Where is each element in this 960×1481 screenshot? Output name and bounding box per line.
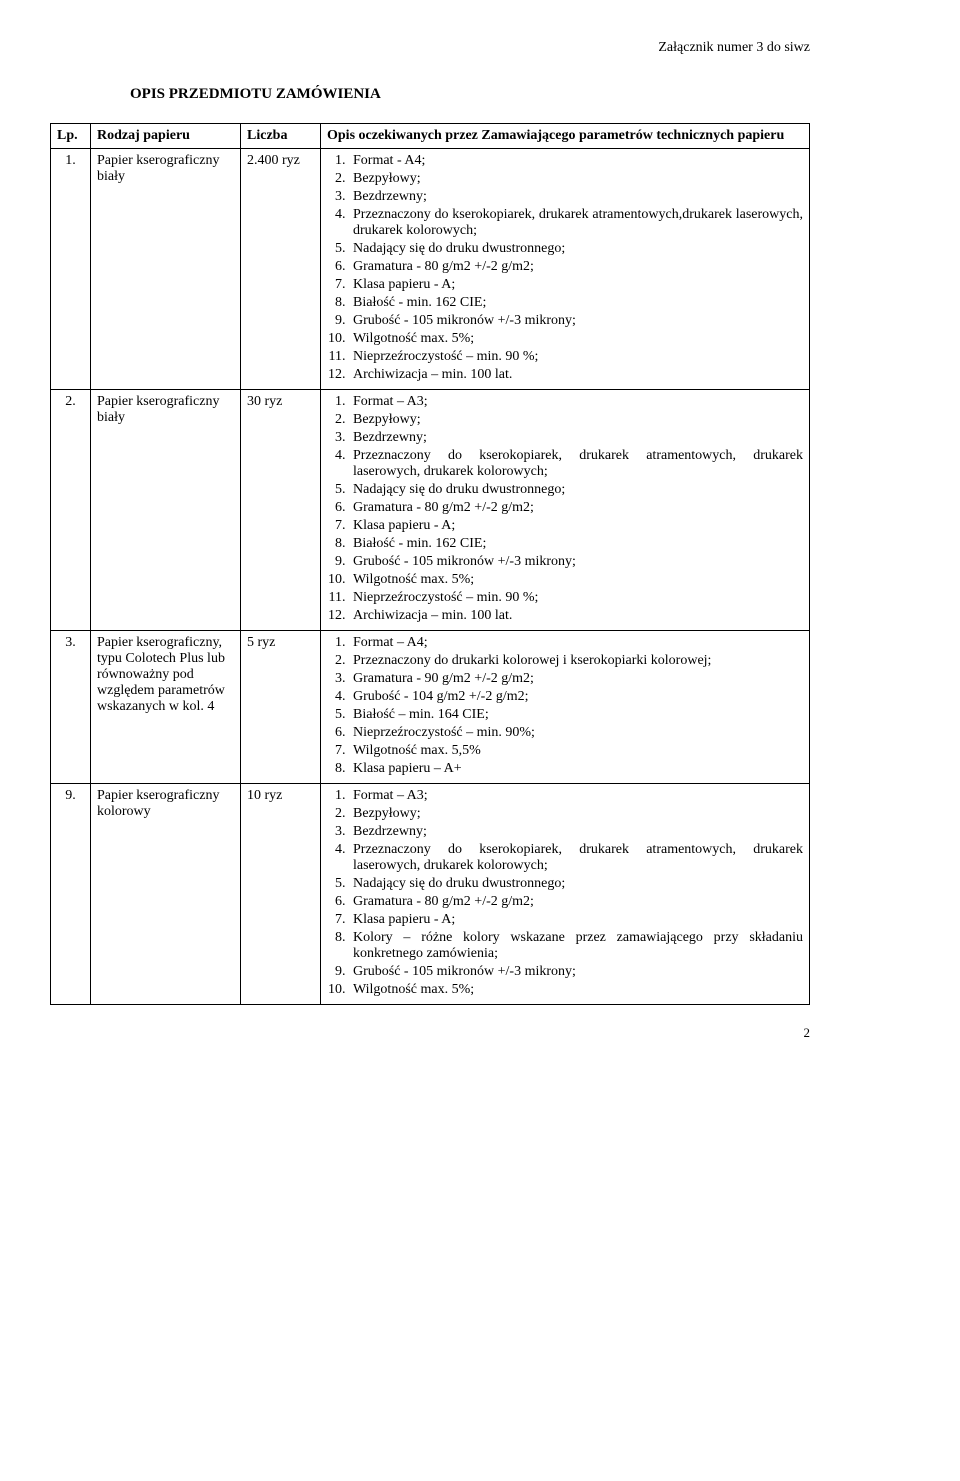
spec-item: Przeznaczony do kserokopiarek, drukarek …: [349, 448, 803, 482]
cell-rodzaj: Papier kserograficzny, typu Colotech Plu…: [91, 631, 241, 784]
col-opis: Opis oczekiwanych przez Zamawiającego pa…: [321, 124, 810, 149]
cell-lp: 1.: [51, 149, 91, 390]
spec-item: Białość - min. 162 CIE;: [349, 536, 803, 554]
spec-item: Klasa papieru – A+: [349, 761, 803, 779]
cell-spec: Format – A3;Bezpyłowy;Bezdrzewny;Przezna…: [321, 390, 810, 631]
spec-item: Nadający się do druku dwustronnego;: [349, 241, 803, 259]
spec-item: Grubość - 105 mikronów +/-3 mikrony;: [349, 313, 803, 331]
cell-rodzaj: Papier kserograficzny kolorowy: [91, 784, 241, 1005]
page-title: OPIS PRZEDMIOTU ZAMÓWIENIA: [130, 86, 810, 103]
col-liczba: Liczba: [241, 124, 321, 149]
page-number: 2: [50, 1025, 810, 1041]
cell-lp: 2.: [51, 390, 91, 631]
spec-item: Nadający się do druku dwustronnego;: [349, 482, 803, 500]
spec-item: Bezdrzewny;: [349, 430, 803, 448]
spec-item: Bezdrzewny;: [349, 189, 803, 207]
table-row: 3.Papier kserograficzny, typu Colotech P…: [51, 631, 810, 784]
spec-item: Klasa papieru - A;: [349, 518, 803, 536]
spec-item: Gramatura - 80 g/m2 +/-2 g/m2;: [349, 894, 803, 912]
spec-item: Gramatura - 90 g/m2 +/-2 g/m2;: [349, 671, 803, 689]
spec-item: Format – A3;: [349, 788, 803, 806]
cell-spec: Format – A3;Bezpyłowy;Bezdrzewny;Przezna…: [321, 784, 810, 1005]
cell-rodzaj: Papier kserograficzny biały: [91, 149, 241, 390]
spec-list: Format – A3;Bezpyłowy;Bezdrzewny;Przezna…: [327, 394, 803, 626]
col-lp: Lp.: [51, 124, 91, 149]
spec-item: Bezpyłowy;: [349, 171, 803, 189]
spec-item: Wilgotność max. 5%;: [349, 982, 803, 1000]
table-row: 1.Papier kserograficzny biały2.400 ryzFo…: [51, 149, 810, 390]
spec-item: Gramatura - 80 g/m2 +/-2 g/m2;: [349, 259, 803, 277]
spec-item: Bezdrzewny;: [349, 824, 803, 842]
spec-item: Wilgotność max. 5,5%: [349, 743, 803, 761]
spec-item: Grubość - 105 mikronów +/-3 mikrony;: [349, 964, 803, 982]
spec-item: Gramatura - 80 g/m2 +/-2 g/m2;: [349, 500, 803, 518]
cell-liczba: 5 ryz: [241, 631, 321, 784]
spec-item: Przeznaczony do kserokopiarek, drukarek …: [349, 207, 803, 241]
spec-item: Klasa papieru - A;: [349, 277, 803, 295]
spec-item: Archiwizacja – min. 100 lat.: [349, 608, 803, 626]
col-rodzaj: Rodzaj papieru: [91, 124, 241, 149]
spec-item: Format – A4;: [349, 635, 803, 653]
cell-spec: Format - A4;Bezpyłowy;Bezdrzewny;Przezna…: [321, 149, 810, 390]
spec-item: Nieprzeźroczystość – min. 90%;: [349, 725, 803, 743]
spec-list: Format – A3;Bezpyłowy;Bezdrzewny;Przezna…: [327, 788, 803, 1000]
cell-spec: Format – A4;Przeznaczony do drukarki kol…: [321, 631, 810, 784]
spec-item: Nieprzeźroczystość – min. 90 %;: [349, 590, 803, 608]
spec-list: Format – A4;Przeznaczony do drukarki kol…: [327, 635, 803, 779]
cell-liczba: 10 ryz: [241, 784, 321, 1005]
spec-item: Format - A4;: [349, 153, 803, 171]
spec-item: Białość – min. 164 CIE;: [349, 707, 803, 725]
cell-lp: 9.: [51, 784, 91, 1005]
spec-item: Przeznaczony do kserokopiarek, drukarek …: [349, 842, 803, 876]
spec-list: Format - A4;Bezpyłowy;Bezdrzewny;Przezna…: [327, 153, 803, 385]
spec-item: Bezpyłowy;: [349, 412, 803, 430]
spec-item: Nadający się do druku dwustronnego;: [349, 876, 803, 894]
table-header-row: Lp. Rodzaj papieru Liczba Opis oczekiwan…: [51, 124, 810, 149]
spec-item: Archiwizacja – min. 100 lat.: [349, 367, 803, 385]
cell-liczba: 2.400 ryz: [241, 149, 321, 390]
cell-rodzaj: Papier kserograficzny biały: [91, 390, 241, 631]
table-row: 2.Papier kserograficzny biały30 ryzForma…: [51, 390, 810, 631]
spec-item: Bezpyłowy;: [349, 806, 803, 824]
spec-item: Białość - min. 162 CIE;: [349, 295, 803, 313]
spec-item: Format – A3;: [349, 394, 803, 412]
cell-lp: 3.: [51, 631, 91, 784]
table-row: 9.Papier kserograficzny kolorowy10 ryzFo…: [51, 784, 810, 1005]
spec-item: Grubość - 105 mikronów +/-3 mikrony;: [349, 554, 803, 572]
spec-table: Lp. Rodzaj papieru Liczba Opis oczekiwan…: [50, 123, 810, 1005]
spec-item: Kolory – różne kolory wskazane przez zam…: [349, 930, 803, 964]
cell-liczba: 30 ryz: [241, 390, 321, 631]
spec-item: Grubość - 104 g/m2 +/-2 g/m2;: [349, 689, 803, 707]
spec-item: Wilgotność max. 5%;: [349, 572, 803, 590]
attachment-label: Załącznik numer 3 do siwz: [50, 40, 810, 56]
spec-item: Wilgotność max. 5%;: [349, 331, 803, 349]
spec-item: Przeznaczony do drukarki kolorowej i kse…: [349, 653, 803, 671]
spec-item: Klasa papieru - A;: [349, 912, 803, 930]
spec-item: Nieprzeźroczystość – min. 90 %;: [349, 349, 803, 367]
